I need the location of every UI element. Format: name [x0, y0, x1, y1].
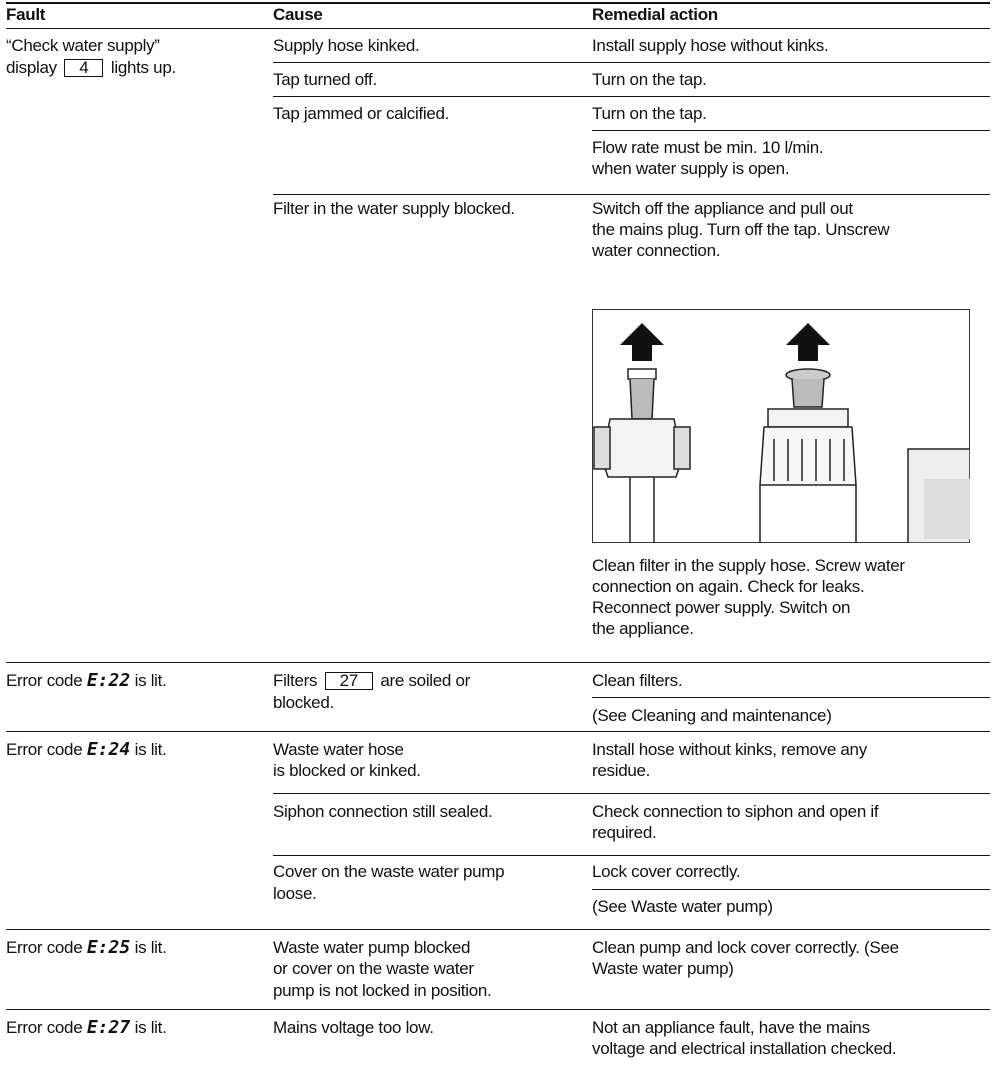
text-segment: is lit. — [134, 937, 167, 957]
rule — [592, 130, 990, 131]
filter-illustration — [592, 309, 970, 543]
cause-text: Supply hose kinked. — [273, 35, 420, 55]
remedy-text: Lock cover correctly. — [592, 861, 741, 881]
cause-text: Filters 27 are soiled or — [273, 670, 470, 691]
fault-text: “Check water supply” — [6, 35, 160, 56]
text-segment: Error code — [6, 937, 83, 957]
rule — [592, 889, 990, 890]
cause-text: is blocked or kinked. — [273, 760, 421, 780]
remedy-text: Not an appliance fault, have the mains — [592, 1017, 870, 1037]
text-segment: Error code — [6, 1017, 83, 1037]
header-cause: Cause — [273, 4, 323, 24]
remedy-text: Switch off the appliance and pull out — [592, 198, 853, 218]
fault-text: Error code E:24 is lit. — [6, 739, 167, 760]
remedy-text: Waste water pump) — [592, 958, 734, 978]
cause-text: Siphon connection still sealed. — [273, 801, 493, 821]
text-segment: Filters — [273, 670, 318, 690]
cause-text: Waste water pump blocked — [273, 937, 471, 957]
arrows — [620, 323, 830, 361]
cause-text: pump is not locked in position. — [273, 980, 492, 1000]
error-code: E:24 — [86, 738, 131, 760]
rule — [273, 62, 990, 63]
text-segment: lights up. — [110, 57, 176, 77]
remedy-text: (See Waste water pump) — [592, 896, 773, 916]
text-segment: is lit. — [134, 739, 167, 759]
remedy-text: Install hose without kinks, remove any — [592, 739, 867, 759]
fault-text: Error code E:27 is lit. — [6, 1017, 167, 1038]
error-code: E:27 — [86, 1016, 131, 1038]
text-segment: is lit. — [134, 1017, 167, 1037]
cause-text: Cover on the waste water pump — [273, 861, 505, 881]
rule — [6, 662, 990, 663]
right-connector — [759, 368, 970, 543]
remedy-text: the mains plug. Turn off the tap. Unscre… — [592, 219, 890, 239]
rule — [273, 96, 990, 97]
cause-text: Tap jammed or calcified. — [273, 103, 450, 123]
cause-text: Tap turned off. — [273, 69, 377, 89]
remedy-text: (See Cleaning and maintenance) — [592, 705, 832, 725]
remedy-text: voltage and electrical installation chec… — [592, 1038, 897, 1058]
header-fault: Fault — [6, 4, 46, 24]
text-segment: is lit. — [134, 670, 167, 690]
cause-text: Mains voltage too low. — [273, 1017, 434, 1037]
rule — [6, 2, 990, 4]
remedy-text: Turn on the tap. — [592, 69, 707, 89]
remedy-text: Clean pump and lock cover correctly. (Se… — [592, 937, 899, 957]
text-segment: Error code — [6, 739, 83, 759]
remedy-text: required. — [592, 822, 657, 842]
cause-text: blocked. — [273, 692, 334, 712]
reference-box: 4 — [64, 58, 104, 77]
rule — [6, 929, 990, 930]
remedy-text: when water supply is open. — [592, 158, 790, 178]
error-code: E:22 — [86, 669, 131, 691]
remedy-text: Clean filter in the supply hose. Screw w… — [592, 555, 905, 575]
remedy-text: Check connection to siphon and open if — [592, 801, 879, 821]
remedy-text: Reconnect power supply. Switch on — [592, 597, 851, 617]
cause-text: Filter in the water supply blocked. — [273, 198, 515, 218]
rule — [273, 855, 990, 856]
cause-text: Waste water hose — [273, 739, 404, 759]
remedy-text: connection on again. Check for leaks. — [592, 576, 865, 596]
cause-text: loose. — [273, 883, 317, 903]
fault-text: display 4 lights up. — [6, 57, 176, 78]
rule — [6, 1009, 990, 1010]
remedy-text: water connection. — [592, 240, 721, 260]
reference-box: 27 — [324, 671, 373, 690]
rule — [273, 793, 990, 794]
text-segment: are soiled or — [380, 670, 471, 690]
error-code: E:25 — [86, 936, 131, 958]
fault-text: Error code E:22 is lit. — [6, 670, 167, 691]
text-segment: Error code — [6, 670, 83, 690]
remedy-text: Flow rate must be min. 10 l/min. — [592, 137, 824, 157]
rule — [6, 28, 990, 29]
remedy-text: the appliance. — [592, 618, 694, 638]
left-connector — [593, 368, 691, 543]
remedy-text: Clean filters. — [592, 670, 683, 690]
text-segment: display — [6, 57, 57, 77]
header-remedy: Remedial action — [592, 4, 718, 24]
rule — [273, 194, 990, 195]
rule — [6, 731, 990, 732]
cause-text: or cover on the waste water — [273, 958, 474, 978]
rule — [592, 697, 990, 698]
remedy-text: residue. — [592, 760, 651, 780]
text-segment: “Check water supply” — [6, 35, 160, 55]
fault-text: Error code E:25 is lit. — [6, 937, 167, 958]
remedy-text: Turn on the tap. — [592, 103, 707, 123]
remedy-text: Install supply hose without kinks. — [592, 35, 829, 55]
